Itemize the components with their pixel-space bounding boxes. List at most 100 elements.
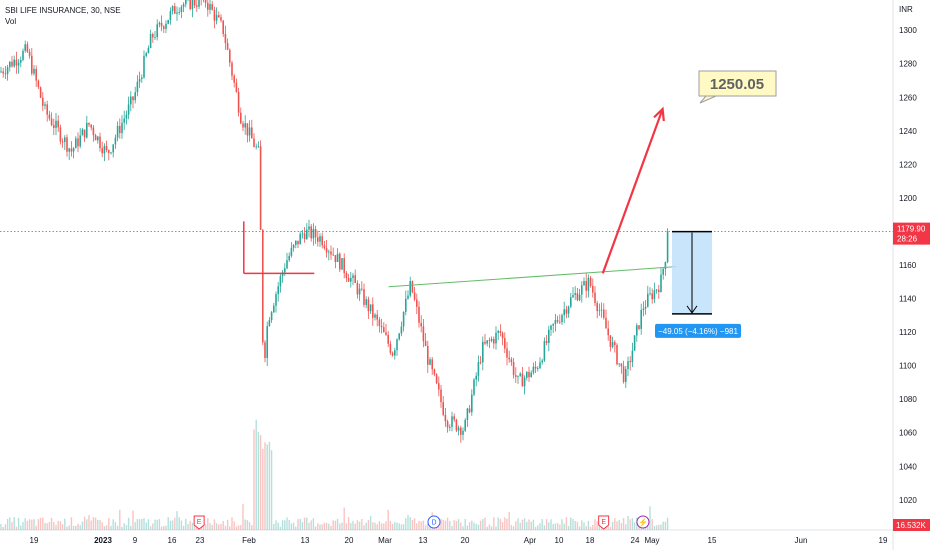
candle-body	[563, 309, 565, 316]
x-tick-label: 13	[419, 536, 428, 545]
candle-body	[405, 298, 407, 312]
candle-body	[275, 294, 277, 306]
candle-body	[609, 335, 612, 347]
volume-bar	[506, 518, 508, 530]
volume-bar	[350, 523, 352, 530]
volume-bar	[299, 518, 301, 530]
candle-body	[347, 278, 350, 282]
volume-bar	[97, 519, 99, 530]
candle-body	[330, 251, 332, 255]
candle-body	[301, 233, 304, 235]
volume-bar	[156, 519, 158, 530]
volume-bar	[422, 520, 425, 530]
volume-bar	[534, 526, 537, 530]
candle-body	[446, 421, 449, 428]
volume-bar	[66, 526, 68, 530]
volume-bar	[563, 523, 565, 530]
candle-body	[479, 362, 482, 363]
volume-bar	[508, 512, 510, 530]
measure-arrow-head	[686, 305, 698, 314]
candle-body	[130, 96, 132, 105]
volume-bar	[394, 522, 396, 530]
candle-body	[372, 304, 374, 318]
candle-body	[182, 4, 185, 7]
candle-body	[633, 335, 636, 351]
candle-body	[328, 251, 330, 253]
candle-body	[442, 402, 444, 415]
candle-body	[486, 340, 488, 344]
volume-bar	[253, 429, 255, 530]
candle-body	[490, 339, 493, 341]
candle-body	[341, 258, 343, 270]
candle-body	[218, 15, 220, 18]
volume-bar	[367, 519, 370, 530]
candle-body	[86, 122, 88, 138]
earnings-event-icon[interactable]	[193, 515, 205, 530]
candle-body	[198, 0, 200, 7]
y-tick-label: 1100	[899, 362, 917, 371]
volume-bar	[380, 523, 383, 530]
volume-bar	[132, 510, 134, 530]
candle-body	[105, 146, 108, 151]
volume-bar	[165, 525, 167, 530]
volume-bar	[552, 523, 554, 530]
candle-body	[618, 363, 620, 365]
volume-bar	[519, 522, 521, 530]
candle-body	[383, 327, 385, 333]
volume-bar	[578, 526, 581, 530]
candle-body	[548, 329, 550, 343]
candle-body	[387, 334, 389, 344]
candle-body	[464, 419, 466, 431]
candle-body	[226, 43, 229, 50]
candle-body	[361, 288, 363, 290]
candle-body	[363, 289, 365, 305]
candle-body	[607, 328, 609, 336]
candle-body	[471, 394, 473, 413]
volume-bar	[402, 524, 405, 530]
volume-bar	[37, 519, 40, 530]
currency-label: INR	[899, 5, 913, 14]
volume-bar	[482, 519, 484, 530]
volume-bar	[288, 520, 290, 530]
volume-bar	[378, 521, 381, 530]
x-tick-label: 13	[301, 536, 310, 545]
candle-body	[389, 343, 392, 353]
volume-bar	[323, 522, 326, 530]
volume-bar	[457, 519, 460, 530]
volume-bar	[512, 526, 515, 530]
volume-bar	[416, 523, 418, 530]
volume-bar	[411, 520, 414, 530]
volume-bar	[64, 518, 66, 530]
candle-body	[345, 273, 348, 279]
dividend-event-icon[interactable]	[427, 515, 441, 529]
volume-bar	[541, 519, 543, 530]
candle-body	[354, 275, 356, 283]
split-event-icon[interactable]	[636, 515, 650, 529]
candle-body	[332, 254, 334, 256]
candle-body	[592, 285, 594, 293]
volume-bar	[418, 521, 420, 530]
candle-body	[2, 71, 4, 74]
candle-body	[251, 127, 253, 139]
candle-body	[510, 359, 513, 363]
candle-body	[530, 372, 532, 378]
volume-bar	[174, 517, 176, 530]
volume-bar	[662, 521, 664, 530]
x-tick-label: 23	[196, 536, 205, 545]
candle-body	[350, 277, 352, 282]
candle-body	[501, 332, 504, 339]
candle-body	[559, 321, 561, 323]
volume-bar	[231, 517, 233, 530]
last-price-tag	[893, 222, 930, 245]
volume-bar	[347, 517, 350, 530]
candle-body	[336, 253, 339, 262]
volume-bar	[207, 518, 209, 530]
target-callout-box	[698, 70, 777, 97]
candle-body	[416, 299, 418, 307]
earnings-event-icon[interactable]	[598, 515, 610, 530]
candle-body	[75, 138, 77, 149]
candle-body	[193, 0, 196, 6]
candle-body	[475, 375, 477, 380]
